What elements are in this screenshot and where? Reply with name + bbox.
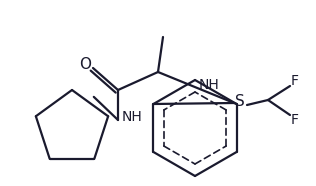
Text: S: S bbox=[235, 94, 245, 108]
Text: F: F bbox=[291, 113, 299, 127]
Text: F: F bbox=[291, 74, 299, 88]
Text: NH: NH bbox=[122, 110, 143, 124]
Text: NH: NH bbox=[199, 78, 220, 92]
Text: O: O bbox=[79, 57, 91, 71]
